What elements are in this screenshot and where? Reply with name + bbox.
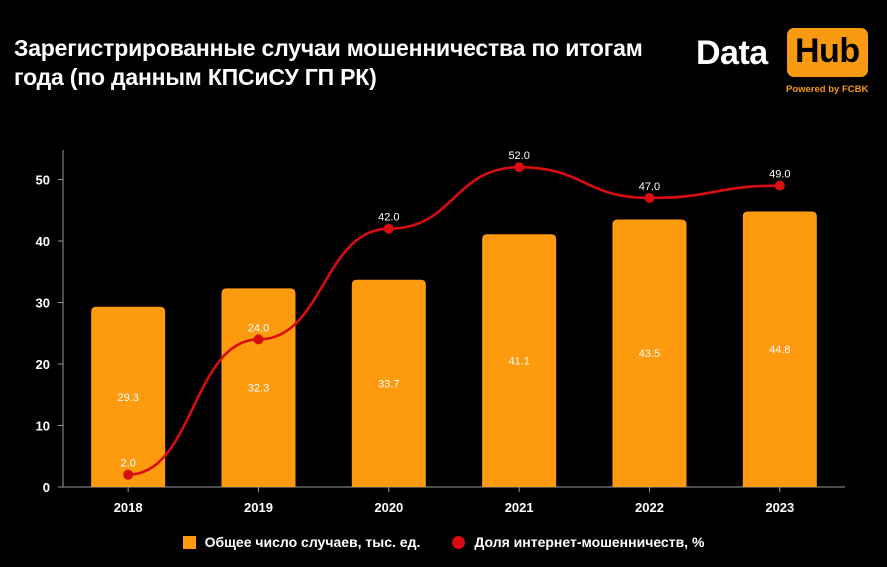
y-tick-label: 10 — [36, 419, 50, 434]
line-point — [123, 469, 134, 480]
bar-value-label: 44.8 — [769, 344, 790, 356]
legend-bar-label: Общее число случаев, тыс. ед. — [204, 534, 421, 550]
legend-item-line: Доля интернет-мошенничеств, % — [452, 534, 704, 550]
y-tick-label: 20 — [36, 357, 50, 372]
line-value-label: 47.0 — [639, 181, 660, 193]
y-tick-label: 50 — [36, 173, 50, 188]
bar-value-label: 43.5 — [639, 348, 660, 360]
y-tick-label: 30 — [36, 296, 50, 311]
x-tick-label: 2022 — [635, 500, 664, 515]
line-value-label: 24.0 — [248, 322, 269, 334]
chart-title: Зарегистрированные случаи мошенничества … — [14, 35, 643, 90]
bar-value-label: 41.1 — [508, 356, 529, 368]
x-tick-label: 2020 — [374, 500, 403, 515]
line-value-label: 52.0 — [508, 150, 529, 162]
legend-bar-swatch — [182, 535, 196, 549]
line-point — [383, 223, 394, 234]
line-point — [774, 180, 785, 191]
bar-value-label: 32.3 — [248, 383, 269, 395]
bar — [221, 288, 296, 487]
x-tick-label: 2018 — [114, 500, 143, 515]
x-tick-label: 2019 — [244, 500, 273, 515]
y-tick-label: 40 — [36, 234, 50, 249]
line-point — [253, 334, 264, 345]
bar — [612, 219, 687, 487]
legend-line-swatch — [452, 535, 466, 549]
legend-line-label: Доля интернет-мошенничеств, % — [474, 534, 705, 550]
bar-value-label: 33.7 — [378, 378, 399, 390]
logo-data-text: Data — [696, 34, 768, 72]
chart-legend: Общее число случаев, тыс. ед. Доля интер… — [0, 534, 887, 550]
bar — [742, 211, 817, 488]
line-value-label: 42.0 — [378, 212, 399, 224]
logo-hub-text: Hub — [787, 28, 868, 77]
bar — [482, 234, 557, 487]
x-tick-label: 2023 — [765, 500, 794, 515]
bar-value-label: 29.3 — [117, 392, 138, 404]
line-value-label: 2.0 — [121, 458, 136, 470]
x-tick-label: 2021 — [505, 500, 534, 515]
y-tick-label: 0 — [43, 480, 50, 495]
bar — [91, 306, 166, 487]
datahub-logo: Data Hub Powered by FCBK — [696, 28, 876, 98]
line-point — [514, 162, 525, 173]
line-point — [644, 192, 655, 203]
legend-item-bars: Общее число случаев, тыс. ед. — [182, 534, 421, 550]
bar — [351, 279, 426, 487]
logo-powered-text: Powered by FCBK — [786, 84, 869, 95]
line-value-label: 49.0 — [769, 169, 790, 181]
